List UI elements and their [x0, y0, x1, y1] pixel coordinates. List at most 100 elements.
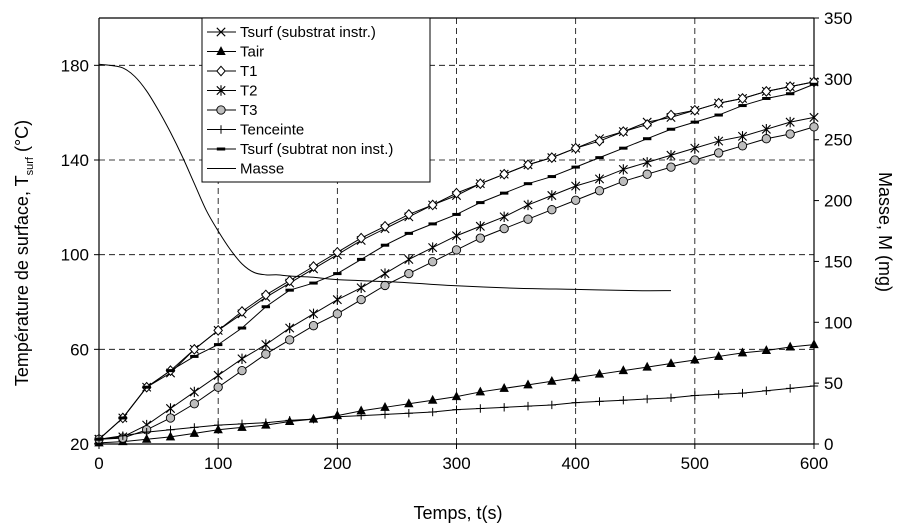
data-point	[594, 186, 605, 196]
data-point	[308, 308, 319, 320]
data-point	[285, 322, 295, 334]
data-point	[523, 159, 533, 171]
data-point	[118, 431, 128, 440]
data-point	[428, 257, 438, 267]
data-point	[714, 390, 723, 399]
data-point	[761, 124, 771, 135]
data-point	[547, 205, 557, 215]
data-point	[213, 324, 224, 336]
data-point	[571, 195, 581, 205]
data-point	[714, 135, 724, 147]
y-right-tick-label: 200	[824, 192, 852, 211]
data-point	[261, 339, 271, 350]
data-point	[737, 131, 748, 142]
data-point	[738, 388, 747, 398]
series	[94, 63, 819, 447]
y-left-ticks: 20 60 100 140 180	[61, 56, 99, 454]
data-point	[404, 254, 414, 265]
y-left-tick-label: 60	[70, 340, 89, 359]
series-line	[98, 63, 672, 292]
x-tick-label: 400	[561, 454, 589, 473]
legend-marker	[216, 65, 226, 77]
data-point	[546, 152, 557, 164]
legend-item: Tair	[207, 44, 264, 61]
legend-label: T1	[240, 63, 258, 80]
data-point	[547, 400, 557, 410]
data-point	[451, 230, 462, 241]
data-point	[213, 370, 223, 381]
legend-item: T3	[207, 102, 258, 119]
y-right-tick-label: 300	[824, 70, 852, 89]
series-3	[94, 112, 819, 445]
legend: Tsurf (substrat instr.) Tair T1 T2 T3 Tencein…	[201, 17, 431, 183]
data-point	[332, 246, 343, 258]
data-point	[523, 199, 533, 211]
data-point	[213, 382, 223, 392]
legend-marker	[216, 125, 226, 134]
data-point	[380, 410, 390, 419]
series-6	[94, 82, 819, 441]
y-right-ticks: 0 50 100 150 200 250 300 350	[814, 9, 852, 454]
x-tick-label: 100	[204, 454, 232, 473]
x-tick-label: 200	[323, 454, 351, 473]
data-point	[785, 116, 795, 128]
data-point	[809, 122, 819, 132]
y-left-tick-label: 20	[70, 435, 89, 454]
data-point	[428, 407, 437, 417]
data-point	[190, 423, 199, 432]
x-ticks: 0 100 200 300 400 500 600	[94, 444, 828, 473]
data-point	[618, 365, 629, 375]
x-tick-label: 0	[94, 454, 103, 473]
data-point	[618, 126, 629, 138]
data-point	[499, 403, 509, 412]
legend-marker	[216, 105, 226, 115]
data-point	[165, 403, 176, 414]
legend-label: Tair	[240, 44, 264, 61]
data-point	[260, 289, 271, 301]
data-point	[451, 391, 462, 401]
data-point	[285, 335, 295, 345]
data-point	[594, 135, 605, 147]
data-point	[285, 416, 294, 425]
data-point	[618, 164, 628, 175]
data-point	[428, 242, 438, 253]
data-point	[570, 372, 581, 382]
data-point	[189, 428, 200, 437]
series-7	[98, 63, 672, 292]
data-point	[595, 397, 604, 406]
data-point	[284, 275, 295, 287]
legend-marker	[216, 27, 226, 37]
data-point	[332, 294, 342, 305]
data-point	[690, 354, 700, 364]
data-point	[237, 353, 247, 364]
data-point	[332, 309, 342, 319]
legend-label: Tenceinte	[240, 122, 304, 139]
data-point	[761, 85, 772, 97]
x-tick-label: 500	[681, 454, 709, 473]
data-point	[666, 150, 676, 161]
data-point	[785, 129, 795, 139]
legend-label: T2	[240, 83, 258, 100]
data-point	[642, 361, 652, 371]
data-point	[689, 104, 700, 116]
data-point	[475, 233, 485, 243]
data-point	[499, 168, 510, 180]
data-point	[261, 349, 271, 359]
x-tick-label: 600	[800, 454, 828, 473]
data-point	[666, 109, 676, 121]
data-point	[427, 199, 438, 211]
data-point	[237, 419, 247, 429]
data-point	[165, 431, 176, 441]
y-left-label-subscript: surf	[24, 156, 36, 175]
data-point	[713, 97, 724, 109]
data-point	[237, 365, 247, 376]
legend-item: Masse	[207, 161, 284, 178]
data-point	[308, 261, 319, 272]
data-point	[475, 178, 486, 190]
data-point	[523, 379, 533, 389]
y-right-tick-label: 100	[824, 313, 852, 332]
data-point	[785, 81, 796, 93]
data-point	[570, 142, 581, 154]
y-left-label-main: Température de surface, T	[12, 175, 32, 386]
